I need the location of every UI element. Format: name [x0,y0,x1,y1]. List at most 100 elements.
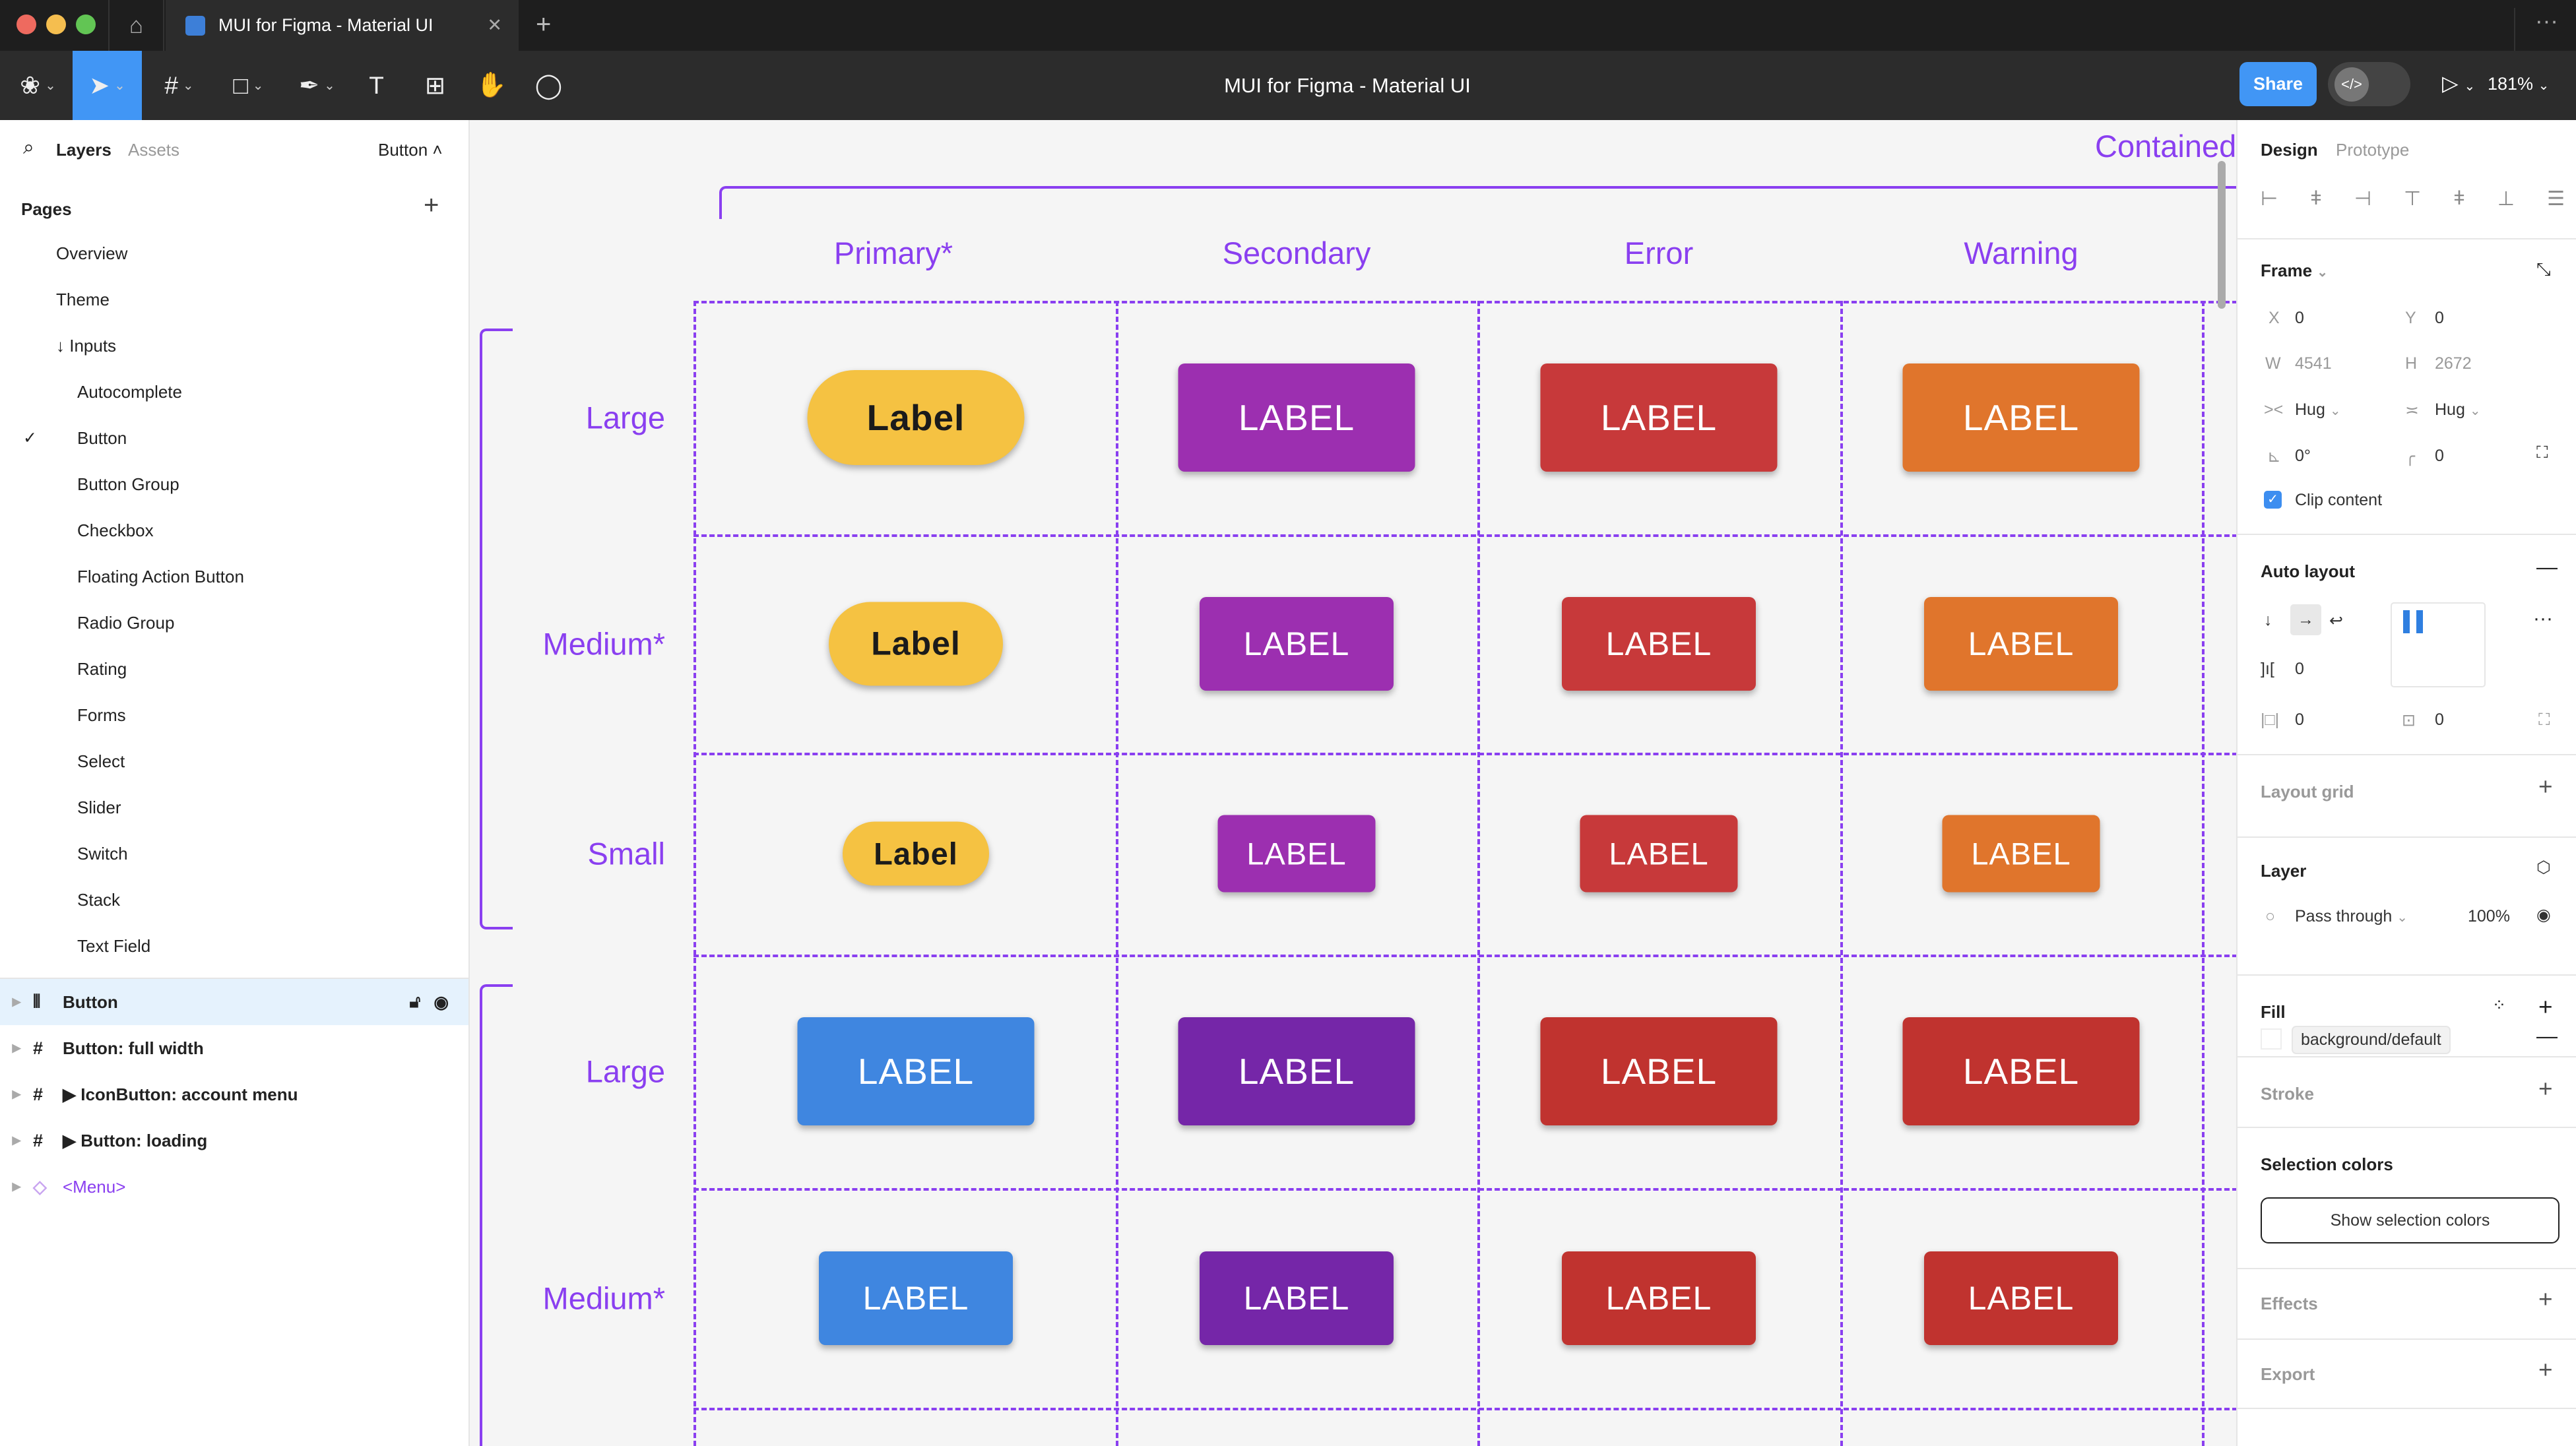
pill-button[interactable]: Label [829,602,1003,685]
add-effect-button[interactable]: + [2538,1286,2553,1313]
add-layout-grid-button[interactable]: + [2538,773,2553,800]
page-selector[interactable]: Button ˄ [378,140,443,160]
layer-row[interactable]: ▶ ◇ <Menu> [0,1164,468,1210]
page-item[interactable]: Floating Action Button [77,567,244,586]
resize-to-fit-icon[interactable]: ⤡ [2536,259,2551,279]
align-right-icon[interactable]: ⊣ [2354,188,2371,210]
home-icon[interactable]: ⌂ [108,0,164,51]
zoom-dropdown[interactable]: 181% ⌄ [2488,74,2550,94]
expand-caret-icon[interactable]: ▶ [12,1180,21,1193]
horizontal-direction-icon[interactable]: → [2290,604,2321,635]
new-tab-button[interactable]: + [536,10,552,39]
page-item[interactable]: Forms [77,705,126,725]
contained-button[interactable]: LABEL [1562,596,1756,691]
pill-button[interactable]: Label [843,821,989,886]
component-props-icon[interactable]: ⬡ [2536,858,2551,877]
fill-swatch[interactable] [2261,1028,2282,1050]
close-tab-icon[interactable]: ✕ [487,15,502,35]
frame-title[interactable]: Frame ⌄ [2261,261,2329,280]
pen-tool-button[interactable]: ✒ ⌄ [299,72,335,99]
align-center-h-icon[interactable]: ǂ [2310,187,2322,209]
fill-style-chip[interactable]: background/default [2292,1026,2451,1054]
contained-button[interactable]: LABEL [1200,596,1394,691]
vertical-direction-icon[interactable]: ↓ [2264,611,2272,629]
present-button[interactable]: ▷ ⌄ [2442,71,2476,95]
vertical-padding-input[interactable]: 0 [2435,710,2444,729]
expand-caret-icon[interactable]: ▶ [12,995,21,1008]
canvas-scrollbar[interactable] [2218,161,2226,309]
contained-button[interactable]: LABEL [819,1251,1013,1345]
canvas[interactable]: Contained Primary* Secondary Error Warning L… [470,120,2236,1446]
align-bottom-icon[interactable]: ⊥ [2497,188,2515,210]
remove-auto-layout-icon[interactable]: — [2536,555,2558,579]
tab-assets[interactable]: Assets [128,140,180,160]
contained-button[interactable]: LABEL [1540,1017,1778,1125]
add-fill-button[interactable]: + [2538,993,2553,1021]
frame-tool-button[interactable]: # ⌄ [164,71,194,99]
clip-content-checkbox[interactable]: ✓ [2264,491,2282,509]
contained-button[interactable]: LABEL [1562,1251,1756,1345]
page-item[interactable]: Select [77,751,125,771]
page-item[interactable]: Theme [56,290,110,309]
contained-button[interactable]: LABEL [1200,1251,1394,1345]
dev-mode-toggle[interactable]: </> [2328,62,2410,106]
add-export-button[interactable]: + [2538,1356,2553,1383]
layer-row[interactable]: ▶ # Button: full width [0,1025,468,1071]
alignment-grid[interactable] [2391,602,2486,687]
contained-button[interactable]: LABEL [1942,815,2100,893]
expand-caret-icon[interactable]: ▶ [12,1134,21,1147]
page-item[interactable]: ↓ Inputs [56,336,117,356]
contained-button[interactable]: LABEL [1580,815,1738,893]
visibility-eye-icon[interactable]: ◉ [434,991,449,1012]
x-input[interactable]: 0 [2295,309,2304,327]
search-icon[interactable]: ⌕ [23,137,34,158]
page-item[interactable]: Overview [56,243,128,263]
contained-button[interactable]: LABEL [1178,1017,1415,1125]
figma-menu-button[interactable]: ❀ ⌄ [20,72,56,99]
unlock-icon[interactable]: 🔓︎ [409,991,421,1011]
page-item[interactable]: Slider [77,798,121,817]
page-item[interactable]: Button Group [77,474,179,494]
radius-input[interactable]: 0 [2435,447,2444,465]
share-button[interactable]: Share [2239,62,2317,106]
contained-button[interactable]: LABEL [797,1017,1035,1125]
hug-width-dropdown[interactable]: Hug ⌄ [2295,400,2341,419]
page-item[interactable]: Radio Group [77,613,175,633]
horizontal-padding-input[interactable]: 0 [2295,710,2304,729]
page-item[interactable]: Text Field [77,936,151,956]
remove-fill-icon[interactable]: — [2536,1024,2558,1048]
align-top-icon[interactable]: ⊤ [2404,188,2422,210]
blend-mode-dropdown[interactable]: Pass through ⌄ [2295,907,2408,926]
close-window-button[interactable] [16,15,36,34]
minimize-window-button[interactable] [46,15,66,34]
page-item[interactable]: Stack [77,890,121,910]
width-input[interactable]: 4541 [2295,354,2332,373]
expand-caret-icon[interactable]: ▶ [12,1042,21,1054]
contained-button[interactable]: LABEL [1902,1017,2140,1125]
tab-prototype[interactable]: Prototype [2336,140,2410,160]
contained-button[interactable]: LABEL [1540,363,1778,472]
align-left-icon[interactable]: ⊢ [2261,188,2278,210]
contained-button[interactable]: LABEL [1924,1251,2118,1345]
more-options-icon[interactable]: ··· [2533,608,2553,629]
add-stroke-button[interactable]: + [2538,1075,2553,1102]
opacity-input[interactable]: 100% [2468,907,2510,926]
expand-caret-icon[interactable]: ▶ [12,1088,21,1100]
contained-button[interactable]: LABEL [1217,815,1376,893]
gap-input[interactable]: 0 [2295,660,2304,678]
maximize-window-button[interactable] [76,15,96,34]
more-icon[interactable]: ··· [2514,8,2558,51]
tab-design[interactable]: Design [2261,140,2318,160]
align-middle-icon[interactable]: ǂ [2453,187,2465,209]
add-page-button[interactable]: + [424,191,439,220]
independent-corners-icon[interactable]: ⛶ [2536,443,2548,462]
pill-button[interactable]: Label [807,370,1025,465]
individual-padding-icon[interactable]: ⛶ [2538,710,2550,729]
y-input[interactable]: 0 [2435,309,2444,327]
rectangle-tool-button[interactable]: □ ⌄ [233,71,264,99]
layer-row[interactable]: ▶ # ▶ IconButton: account menu [0,1071,468,1117]
resources-icon[interactable]: ⊞ [424,72,445,99]
tab-layers[interactable]: Layers [56,140,112,160]
contained-button[interactable]: LABEL [1924,596,2118,691]
show-selection-colors-button[interactable]: Show selection colors [2261,1197,2560,1243]
